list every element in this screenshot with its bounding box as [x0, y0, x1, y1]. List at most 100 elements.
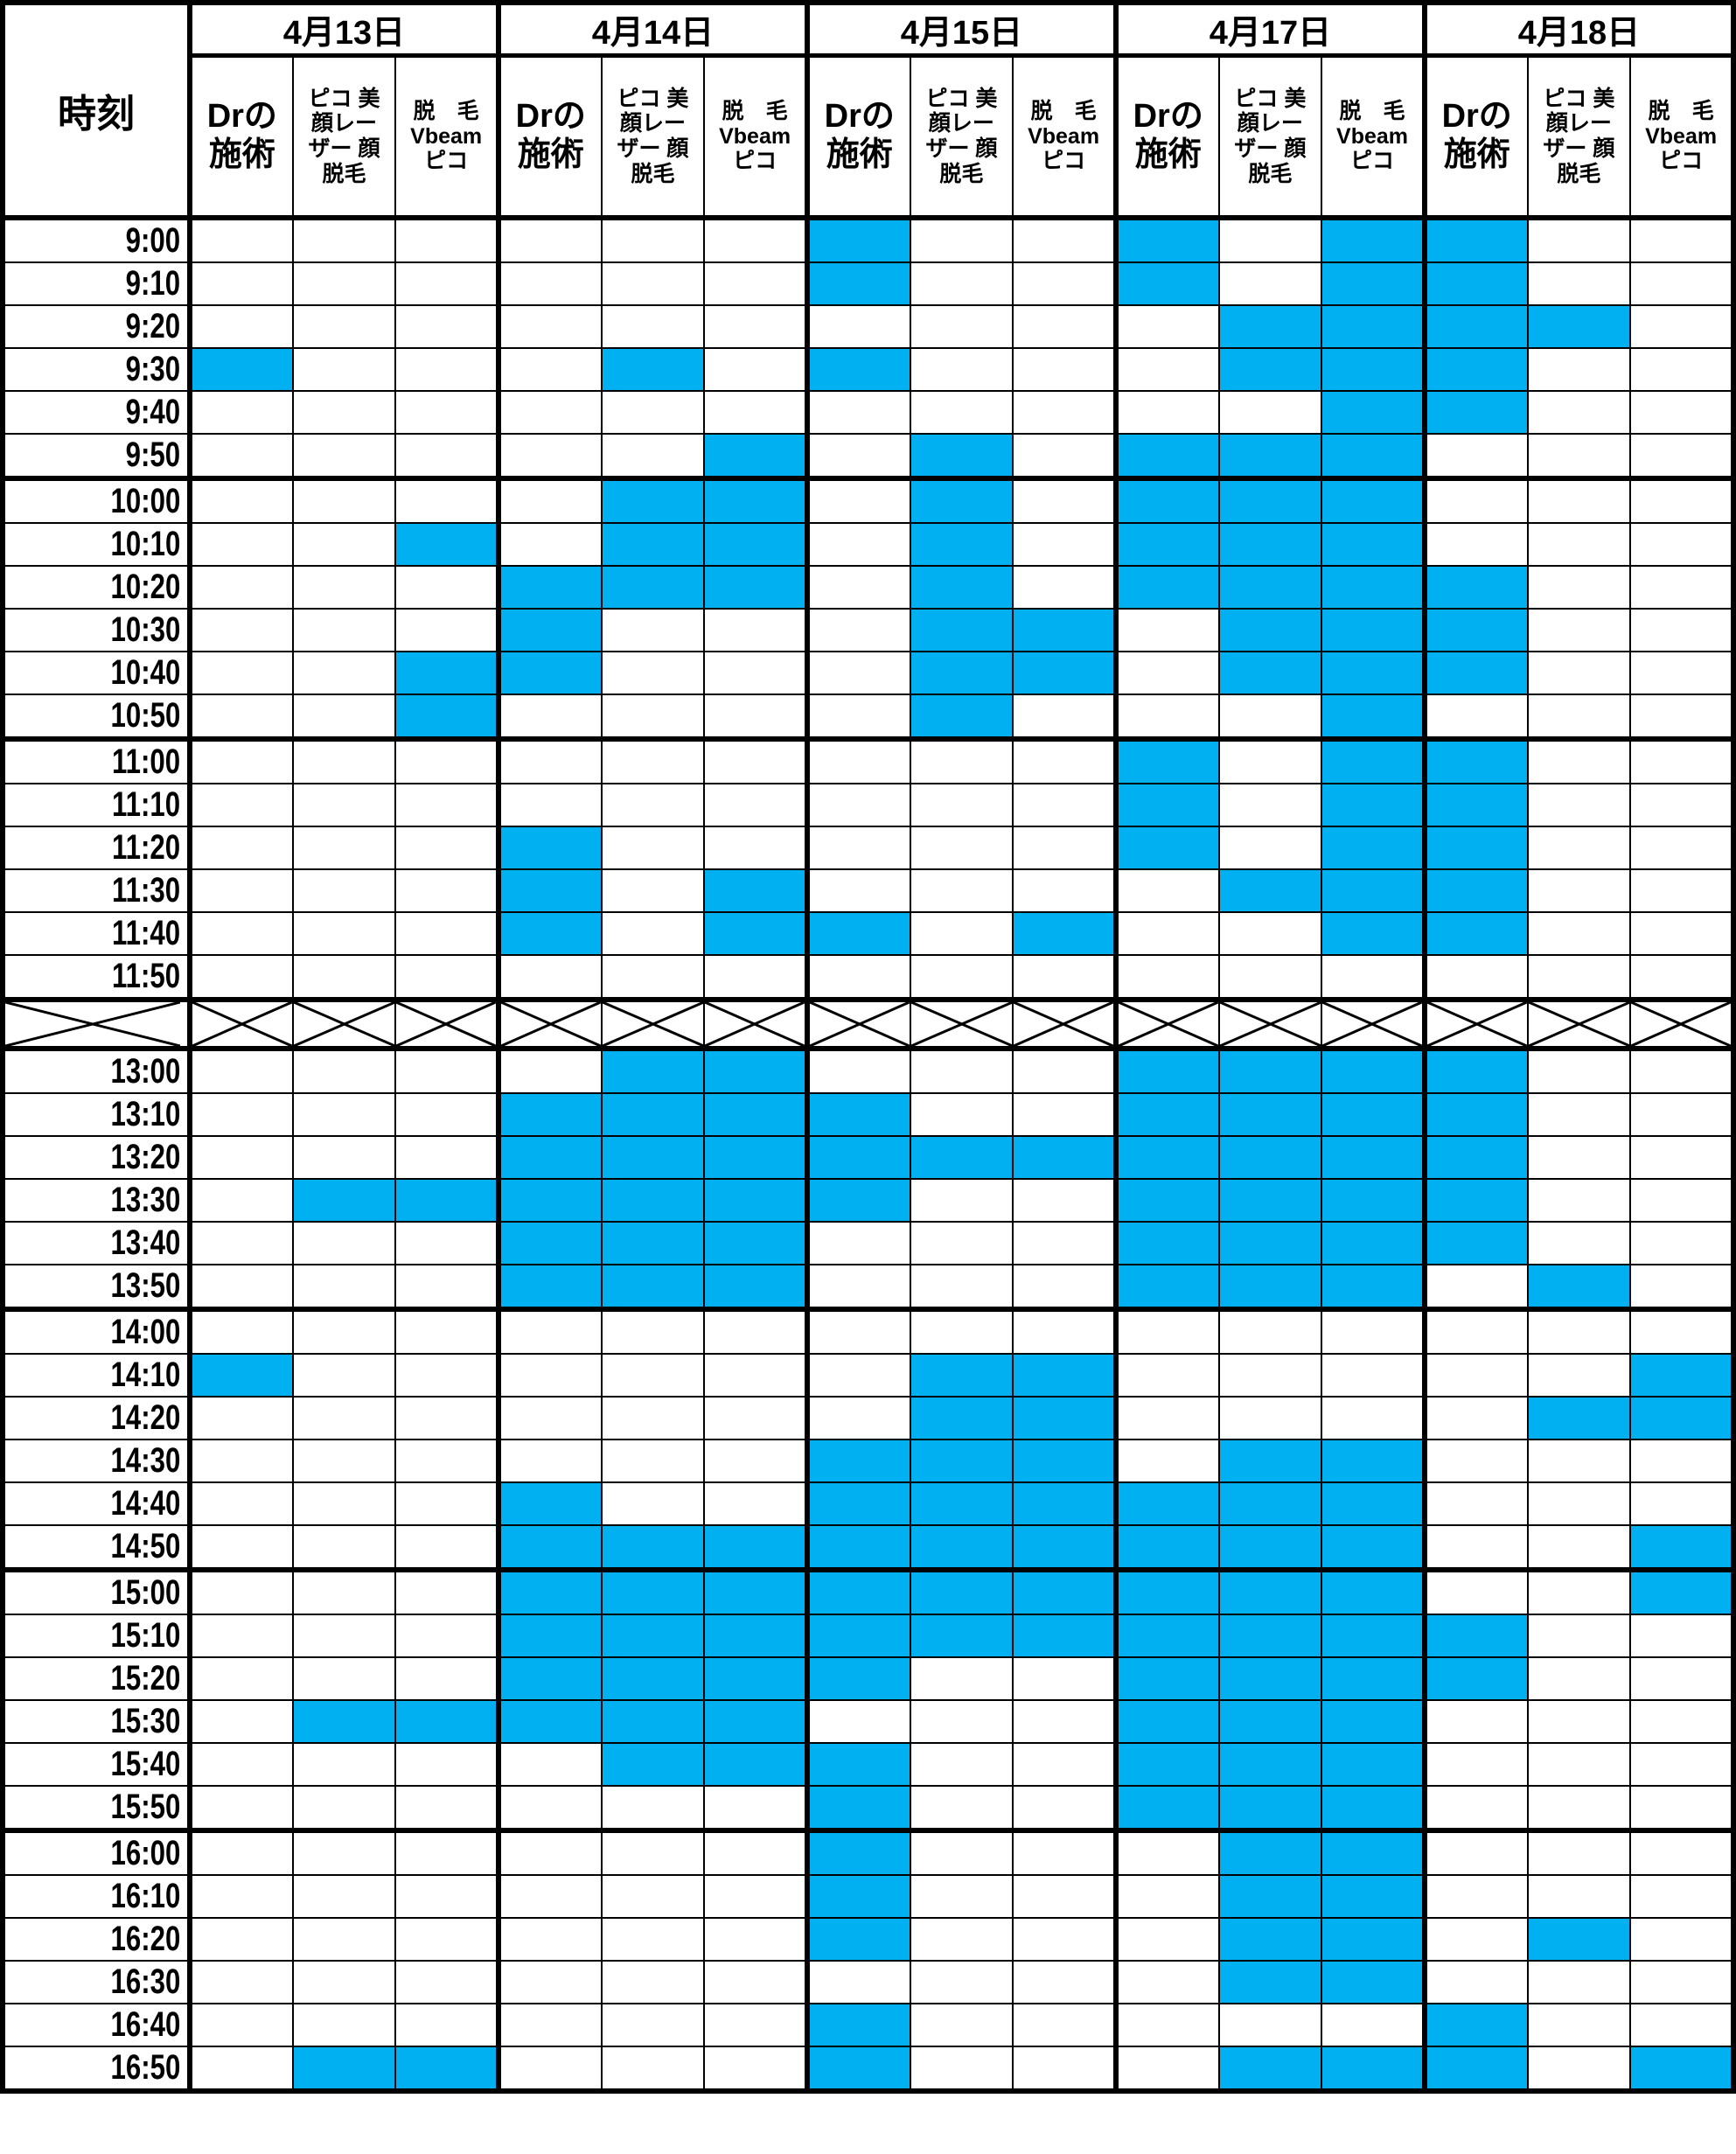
free-slot-cell[interactable] [1112, 304, 1220, 349]
free-slot-cell[interactable] [1526, 1178, 1632, 1223]
booked-slot-cell[interactable] [1421, 911, 1529, 956]
booked-slot-cell[interactable] [1012, 1353, 1117, 1398]
booked-slot-cell[interactable] [1217, 2046, 1323, 2094]
free-slot-cell[interactable] [187, 390, 294, 435]
booked-slot-cell[interactable] [804, 1178, 911, 1223]
booked-slot-cell[interactable] [600, 476, 706, 524]
free-slot-cell[interactable] [909, 826, 1014, 870]
free-slot-cell[interactable] [1012, 1742, 1117, 1787]
booked-slot-cell[interactable] [1112, 215, 1220, 263]
booked-slot-cell[interactable] [1526, 1396, 1632, 1440]
free-slot-cell[interactable] [291, 1046, 397, 1094]
booked-slot-cell[interactable] [703, 1614, 808, 1658]
free-slot-cell[interactable] [1526, 2046, 1632, 2094]
free-slot-cell[interactable] [703, 215, 808, 263]
free-slot-cell[interactable] [1012, 694, 1117, 740]
free-slot-cell[interactable] [394, 1092, 499, 1137]
free-slot-cell[interactable] [1526, 1960, 1632, 2004]
free-slot-cell[interactable] [804, 1307, 911, 1355]
booked-slot-cell[interactable] [1217, 608, 1323, 652]
free-slot-cell[interactable] [1217, 1307, 1323, 1355]
free-slot-cell[interactable] [1012, 2046, 1117, 2094]
booked-slot-cell[interactable] [495, 1656, 603, 1701]
free-slot-cell[interactable] [1629, 1046, 1736, 1094]
free-slot-cell[interactable] [495, 347, 603, 392]
booked-slot-cell[interactable] [495, 565, 603, 610]
free-slot-cell[interactable] [495, 736, 603, 784]
free-slot-cell[interactable] [1629, 1178, 1736, 1223]
free-slot-cell[interactable] [703, 736, 808, 784]
free-slot-cell[interactable] [495, 1742, 603, 1787]
free-slot-cell[interactable] [1217, 826, 1323, 870]
free-slot-cell[interactable] [495, 1353, 603, 1398]
free-slot-cell[interactable] [495, 1307, 603, 1355]
booked-slot-cell[interactable] [909, 522, 1014, 567]
free-slot-cell[interactable] [1421, 1307, 1529, 1355]
free-slot-cell[interactable] [1526, 1785, 1632, 1831]
booked-slot-cell[interactable] [1217, 1178, 1323, 1223]
free-slot-cell[interactable] [394, 215, 499, 263]
free-slot-cell[interactable] [703, 1439, 808, 1483]
booked-slot-cell[interactable] [1321, 433, 1426, 479]
free-slot-cell[interactable] [703, 651, 808, 695]
free-slot-cell[interactable] [495, 1828, 603, 1876]
free-slot-cell[interactable] [187, 911, 294, 956]
booked-slot-cell[interactable] [495, 1699, 603, 1744]
free-slot-cell[interactable] [1012, 1178, 1117, 1223]
free-slot-cell[interactable] [394, 954, 499, 1000]
booked-slot-cell[interactable] [1321, 1874, 1426, 1919]
free-slot-cell[interactable] [600, 2046, 706, 2094]
free-slot-cell[interactable] [600, 651, 706, 695]
free-slot-cell[interactable] [703, 1307, 808, 1355]
free-slot-cell[interactable] [291, 215, 397, 263]
free-slot-cell[interactable] [1526, 261, 1632, 306]
booked-slot-cell[interactable] [1321, 347, 1426, 392]
free-slot-cell[interactable] [291, 826, 397, 870]
free-slot-cell[interactable] [1112, 911, 1220, 956]
booked-slot-cell[interactable] [1321, 1828, 1426, 1876]
free-slot-cell[interactable] [187, 1264, 294, 1310]
booked-slot-cell[interactable] [495, 1481, 603, 1526]
booked-slot-cell[interactable] [1112, 565, 1220, 610]
booked-slot-cell[interactable] [600, 1135, 706, 1180]
booked-slot-cell[interactable] [1217, 476, 1323, 524]
booked-slot-cell[interactable] [187, 1353, 294, 1398]
booked-slot-cell[interactable] [1112, 1524, 1220, 1571]
booked-slot-cell[interactable] [600, 1178, 706, 1223]
free-slot-cell[interactable] [495, 694, 603, 740]
free-slot-cell[interactable] [1421, 1742, 1529, 1787]
free-slot-cell[interactable] [1217, 736, 1323, 784]
free-slot-cell[interactable] [703, 1917, 808, 1962]
booked-slot-cell[interactable] [1112, 1481, 1220, 1526]
free-slot-cell[interactable] [1526, 911, 1632, 956]
free-slot-cell[interactable] [394, 1874, 499, 1919]
free-slot-cell[interactable] [291, 522, 397, 567]
free-slot-cell[interactable] [1012, 736, 1117, 784]
free-slot-cell[interactable] [1526, 390, 1632, 435]
free-slot-cell[interactable] [909, 1046, 1014, 1094]
free-slot-cell[interactable] [600, 1785, 706, 1831]
free-slot-cell[interactable] [394, 304, 499, 349]
free-slot-cell[interactable] [703, 826, 808, 870]
free-slot-cell[interactable] [1012, 826, 1117, 870]
free-slot-cell[interactable] [291, 783, 397, 827]
free-slot-cell[interactable] [1526, 1092, 1632, 1137]
free-slot-cell[interactable] [600, 1353, 706, 1398]
booked-slot-cell[interactable] [804, 1092, 911, 1137]
free-slot-cell[interactable] [1629, 1439, 1736, 1483]
free-slot-cell[interactable] [1421, 1264, 1529, 1310]
booked-slot-cell[interactable] [600, 1221, 706, 1265]
free-slot-cell[interactable] [187, 1567, 294, 1615]
booked-slot-cell[interactable] [394, 2046, 499, 2094]
booked-slot-cell[interactable] [1421, 651, 1529, 695]
booked-slot-cell[interactable] [600, 1614, 706, 1658]
booked-slot-cell[interactable] [804, 1785, 911, 1831]
booked-slot-cell[interactable] [1321, 261, 1426, 306]
free-slot-cell[interactable] [703, 1785, 808, 1831]
free-slot-cell[interactable] [291, 347, 397, 392]
free-slot-cell[interactable] [1526, 1221, 1632, 1265]
free-slot-cell[interactable] [600, 1917, 706, 1962]
free-slot-cell[interactable] [394, 1960, 499, 2004]
booked-slot-cell[interactable] [600, 347, 706, 392]
free-slot-cell[interactable] [187, 783, 294, 827]
